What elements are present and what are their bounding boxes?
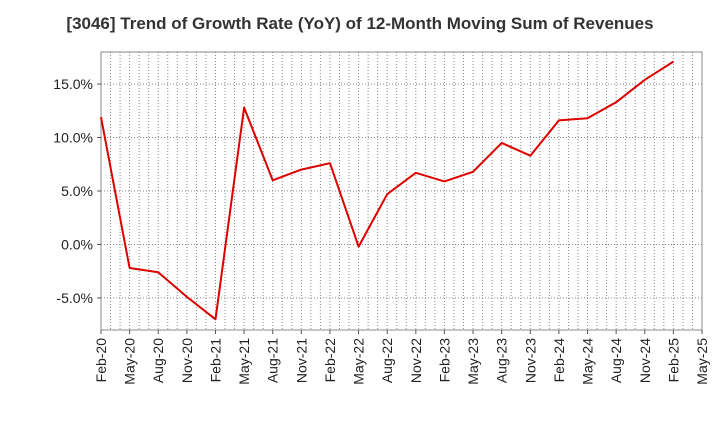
y-tick-label: -5.0% bbox=[56, 290, 93, 306]
x-tick-label: May-25 bbox=[694, 338, 710, 385]
x-tick-label: Feb-24 bbox=[551, 338, 567, 383]
x-tick-label: Feb-25 bbox=[665, 338, 681, 383]
x-tick-label: Nov-24 bbox=[637, 338, 653, 383]
x-tick-label: May-24 bbox=[580, 338, 596, 385]
x-tick-label: Feb-21 bbox=[207, 338, 223, 383]
x-tick-label: Aug-23 bbox=[494, 338, 510, 383]
x-tick-label: May-20 bbox=[122, 338, 138, 385]
x-tick-label: May-21 bbox=[236, 338, 252, 385]
x-tick-label: Nov-22 bbox=[408, 338, 424, 383]
x-tick-label: Aug-21 bbox=[265, 338, 281, 383]
x-tick-label: Aug-24 bbox=[608, 338, 624, 383]
series-line bbox=[100, 60, 674, 321]
chart-title: [3046] Trend of Growth Rate (YoY) of 12-… bbox=[66, 14, 654, 33]
y-tick-label: 0.0% bbox=[61, 236, 93, 252]
x-tick-label: Aug-22 bbox=[379, 338, 395, 383]
y-tick-label: 10.0% bbox=[53, 130, 93, 146]
x-tick-label: Nov-23 bbox=[522, 338, 538, 383]
y-tick-label: 15.0% bbox=[53, 76, 93, 92]
x-tick-label: Nov-21 bbox=[293, 338, 309, 383]
x-tick-label: Feb-22 bbox=[322, 338, 338, 383]
x-tick-label: May-22 bbox=[351, 338, 367, 385]
x-tick-label: Feb-20 bbox=[93, 338, 109, 383]
x-tick-label: Nov-20 bbox=[179, 338, 195, 383]
x-tick-label: Feb-23 bbox=[436, 338, 452, 383]
x-tick-label: Aug-20 bbox=[150, 338, 166, 383]
x-tick-label: May-23 bbox=[465, 338, 481, 385]
y-tick-label: 5.0% bbox=[61, 183, 93, 199]
